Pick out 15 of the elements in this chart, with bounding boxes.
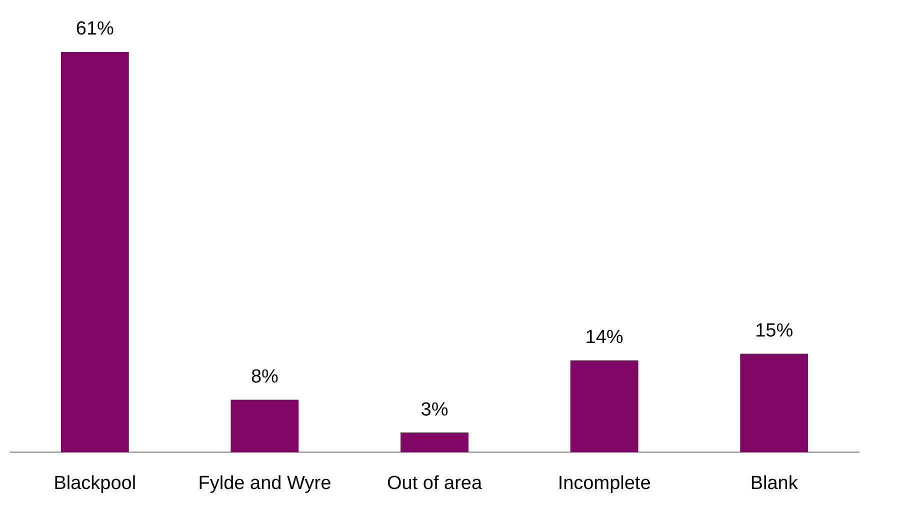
data-label: 14%	[585, 327, 624, 348]
x-tick-label: Blackpool	[54, 472, 136, 494]
bar	[230, 400, 299, 452]
x-tick-label: Out of area	[386, 472, 482, 494]
data-label: 15%	[755, 320, 794, 342]
data-label: 8%	[250, 366, 279, 388]
bar	[740, 354, 808, 452]
bar	[60, 52, 129, 452]
data-label: 3%	[420, 399, 448, 420]
data-label: 61%	[76, 18, 114, 40]
bar	[570, 360, 638, 452]
x-tick-label: Blank	[750, 472, 798, 494]
bar	[400, 432, 468, 452]
x-tick-label: Incomplete	[558, 472, 651, 494]
x-tick-label: Fylde and Wyre	[198, 472, 332, 494]
